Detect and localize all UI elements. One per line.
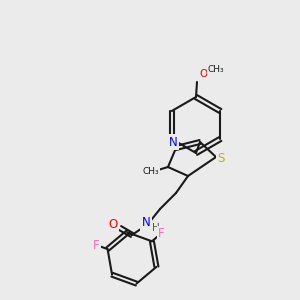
Text: S: S (217, 152, 225, 166)
Text: N: N (169, 136, 177, 148)
Text: O: O (108, 218, 118, 232)
Text: H: H (152, 223, 160, 233)
Text: CH₃: CH₃ (208, 64, 224, 74)
Text: F: F (158, 227, 164, 240)
Text: O: O (199, 69, 207, 79)
Text: N: N (142, 217, 150, 230)
Text: CH₃: CH₃ (143, 167, 159, 176)
Text: F: F (93, 238, 100, 251)
